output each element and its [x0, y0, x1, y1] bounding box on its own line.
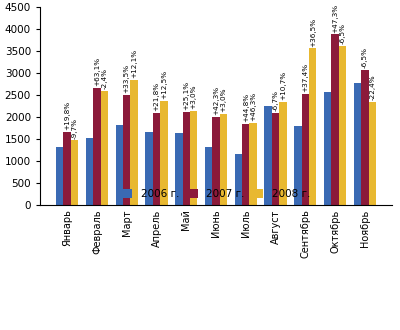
- Text: +42,3%: +42,3%: [213, 86, 219, 115]
- Text: +44,8%: +44,8%: [243, 93, 249, 122]
- Bar: [130, 80, 138, 205]
- Bar: [242, 124, 250, 205]
- Bar: [339, 46, 346, 205]
- Bar: [354, 83, 361, 205]
- Bar: [182, 112, 190, 205]
- Bar: [361, 70, 368, 205]
- Bar: [279, 102, 287, 205]
- Text: +47,3%: +47,3%: [332, 3, 338, 33]
- Bar: [331, 34, 339, 205]
- Bar: [309, 49, 316, 205]
- Bar: [264, 106, 272, 205]
- Text: +33,5%: +33,5%: [124, 64, 130, 93]
- Text: -2,4%: -2,4%: [101, 68, 107, 89]
- Bar: [250, 123, 257, 205]
- Bar: [123, 95, 130, 205]
- Legend: 2006 г., 2007 г., 2008 г.: 2006 г., 2007 г., 2008 г.: [120, 187, 312, 201]
- Text: +19,8%: +19,8%: [64, 101, 70, 130]
- Text: +37,4%: +37,4%: [302, 63, 308, 92]
- Bar: [64, 132, 71, 205]
- Text: +21,8%: +21,8%: [154, 82, 160, 111]
- Bar: [153, 113, 160, 205]
- Text: +36,5%: +36,5%: [310, 17, 316, 47]
- Text: -22,4%: -22,4%: [369, 75, 375, 100]
- Text: +3,0%: +3,0%: [191, 84, 197, 109]
- Text: -6,5%: -6,5%: [340, 23, 346, 44]
- Bar: [324, 91, 331, 205]
- Bar: [205, 147, 212, 205]
- Y-axis label: Т: Т: [0, 102, 2, 110]
- Text: -6,5%: -6,5%: [362, 47, 368, 68]
- Text: -9,7%: -9,7%: [72, 117, 78, 139]
- Bar: [71, 140, 78, 205]
- Text: +12,1%: +12,1%: [131, 49, 137, 78]
- Bar: [368, 102, 376, 205]
- Bar: [190, 111, 197, 205]
- Bar: [272, 113, 279, 205]
- Bar: [101, 91, 108, 205]
- Text: +3,0%: +3,0%: [220, 88, 226, 112]
- Bar: [220, 114, 227, 205]
- Bar: [160, 101, 168, 205]
- Text: +63,1%: +63,1%: [94, 57, 100, 86]
- Bar: [145, 132, 153, 205]
- Text: -6,7%: -6,7%: [272, 90, 278, 111]
- Bar: [86, 138, 93, 205]
- Text: +46,3%: +46,3%: [250, 92, 256, 121]
- Bar: [235, 153, 242, 205]
- Text: +25,1%: +25,1%: [183, 81, 189, 111]
- Bar: [56, 148, 64, 205]
- Text: +12,5%: +12,5%: [161, 70, 167, 99]
- Bar: [116, 124, 123, 205]
- Text: +10,7%: +10,7%: [280, 71, 286, 100]
- Bar: [212, 116, 220, 205]
- Bar: [302, 94, 309, 205]
- Bar: [294, 126, 302, 205]
- Bar: [175, 133, 182, 205]
- Bar: [93, 87, 101, 205]
